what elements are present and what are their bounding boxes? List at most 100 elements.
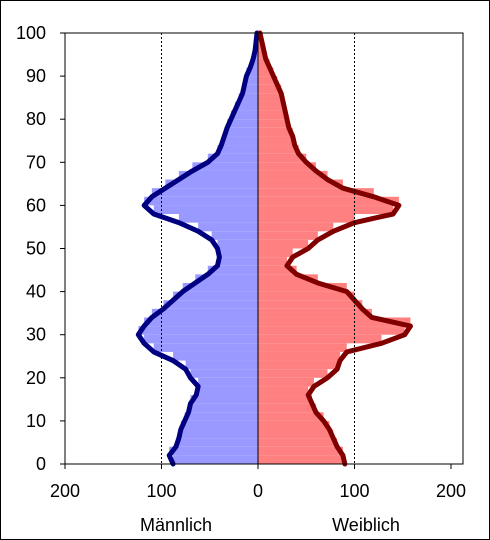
female-bar-age-12 <box>258 403 316 413</box>
male-bar-age-74 <box>221 136 258 146</box>
male-bar-age-50 <box>217 239 258 249</box>
female-bar-age-54 <box>258 222 334 232</box>
male-bar-age-22 <box>185 360 258 370</box>
male-bar-age-84 <box>238 93 258 102</box>
male-bar-age-10 <box>184 412 258 421</box>
male-bar-age-38 <box>173 291 258 301</box>
y-axis-ticks: 0 10 20 30 40 50 60 70 80 90 100 <box>16 23 65 474</box>
male-bar-age-72 <box>217 145 258 154</box>
y-tick-label: 70 <box>26 152 46 172</box>
female-bar-age-10 <box>258 412 324 421</box>
y-tick-label: 10 <box>26 411 46 431</box>
female-bar-age-44 <box>258 265 297 275</box>
male-bar-age-42 <box>195 274 258 283</box>
y-tick-label: 30 <box>26 325 46 345</box>
female-bar-age-4 <box>258 438 338 447</box>
x-tick-label: 100 <box>146 481 176 501</box>
male-bar-age-76 <box>224 127 258 137</box>
female-bar-age-90 <box>258 67 274 77</box>
female-bar-age-84 <box>258 93 284 102</box>
male-bar-age-12 <box>188 403 258 413</box>
female-bar-age-68 <box>258 162 316 171</box>
female-bar-age-72 <box>258 145 299 154</box>
female-bar-age-80 <box>258 110 287 120</box>
female-bar-age-16 <box>258 386 309 396</box>
female-outline-line <box>257 30 413 467</box>
male-bar-age-18 <box>198 377 258 387</box>
male-bar-age-0 <box>173 455 258 464</box>
female-bar-age-50 <box>258 239 309 249</box>
female-fill-series <box>258 33 411 464</box>
male-bar-age-90 <box>246 67 258 77</box>
female-bar-age-48 <box>258 248 293 258</box>
male-bar-age-86 <box>242 84 258 94</box>
female-bar-age-34 <box>258 308 372 318</box>
female-bar-age-94 <box>258 50 266 59</box>
male-bar-age-8 <box>180 420 258 430</box>
female-bar-age-14 <box>258 395 313 404</box>
male-bar-age-26 <box>153 343 258 352</box>
male-bar-age-44 <box>207 265 258 275</box>
male-bar-age-66 <box>178 170 258 180</box>
female-bar-age-70 <box>258 153 307 163</box>
male-bar-age-28 <box>144 334 258 344</box>
female-bar-age-38 <box>258 291 355 301</box>
y-tick-label: 0 <box>36 454 46 474</box>
female-bar-age-86 <box>258 84 282 94</box>
male-bar-age-2 <box>169 446 258 456</box>
male-bar-age-34 <box>151 308 258 318</box>
female-bar-age-58 <box>258 205 394 215</box>
female-bar-age-22 <box>258 360 338 370</box>
x-tick-label: 100 <box>339 481 369 501</box>
female-bar-age-64 <box>258 179 343 189</box>
male-bar-age-24 <box>173 351 258 361</box>
male-outline-series <box>135 30 260 467</box>
female-bar-age-46 <box>258 257 287 266</box>
female-bar-age-76 <box>258 127 293 137</box>
male-bar-age-46 <box>217 257 258 266</box>
female-bar-age-36 <box>258 300 363 309</box>
y-tick-label: 80 <box>26 109 46 129</box>
male-bar-age-20 <box>190 369 258 378</box>
female-bar-age-88 <box>258 76 278 85</box>
female-bar-age-6 <box>258 429 334 439</box>
female-bar-age-56 <box>258 214 355 223</box>
male-bar-age-88 <box>244 76 258 85</box>
male-bar-age-40 <box>182 282 258 292</box>
y-tick-label: 40 <box>26 282 46 302</box>
x-axis-ticks: 200 100 0 100 200 <box>50 464 466 501</box>
x-tick-label: 200 <box>50 481 80 501</box>
male-bar-age-78 <box>227 119 258 128</box>
male-bar-age-82 <box>234 101 258 111</box>
y-tick-label: 60 <box>26 195 46 215</box>
female-bar-age-82 <box>258 101 286 111</box>
female-bar-age-60 <box>258 196 399 206</box>
y-tick-label: 90 <box>26 66 46 86</box>
male-bar-age-54 <box>198 222 258 232</box>
male-bar-age-30 <box>138 326 258 335</box>
female-bar-age-0 <box>258 455 345 464</box>
male-bar-age-60 <box>144 196 258 206</box>
female-bar-age-92 <box>258 58 270 68</box>
x-tick-label: 0 <box>253 481 263 501</box>
female-bar-age-30 <box>258 326 405 335</box>
male-bar-age-62 <box>151 188 258 197</box>
male-fill-series <box>138 33 258 464</box>
male-bar-age-80 <box>230 110 258 120</box>
female-bar-age-26 <box>258 343 347 352</box>
x-axis-label-female: Weiblich <box>332 515 400 535</box>
male-bar-age-56 <box>178 214 258 223</box>
male-bar-age-58 <box>153 205 258 215</box>
y-tick-label: 20 <box>26 368 46 388</box>
male-bar-age-52 <box>211 231 258 240</box>
female-outline-series <box>257 30 413 467</box>
female-bar-age-20 <box>258 369 328 378</box>
y-tick-label: 100 <box>16 23 46 43</box>
x-axis-label-male: Männlich <box>140 515 212 535</box>
female-bar-age-66 <box>258 170 328 180</box>
female-bar-age-40 <box>258 282 347 292</box>
male-bar-age-16 <box>196 386 258 396</box>
female-bar-age-78 <box>258 119 289 128</box>
male-bar-age-4 <box>175 438 258 447</box>
